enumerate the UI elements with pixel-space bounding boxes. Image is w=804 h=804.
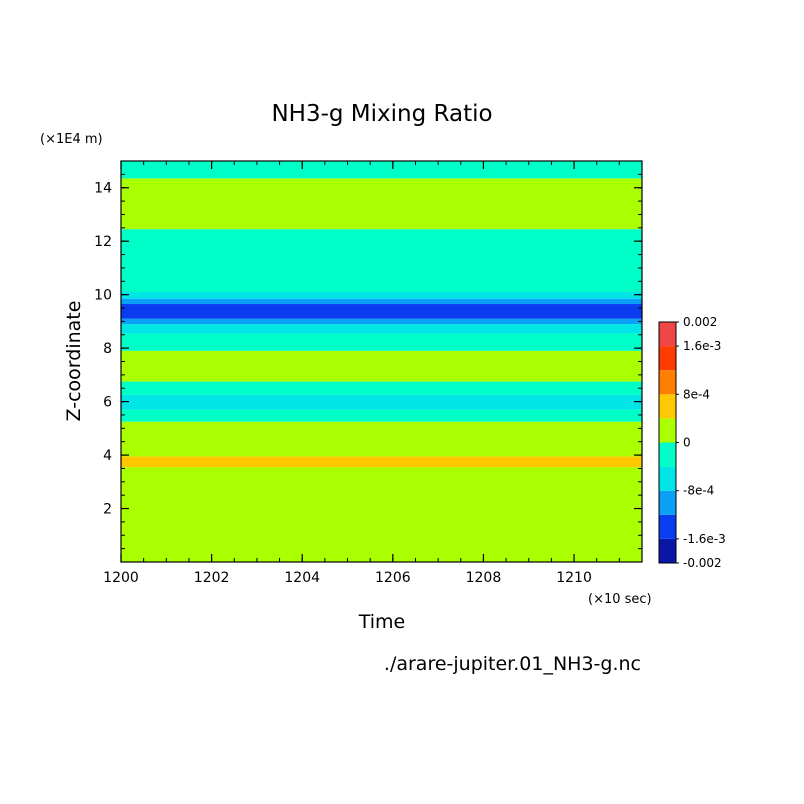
colorbar-swatch [659,322,676,347]
colorbar-label: -8e-4 [683,484,714,498]
colorbar-label: 8e-4 [683,387,710,401]
heatmap-band [121,333,642,351]
x-unit-note: (×10 sec) [588,592,652,607]
y-tick-label: 14 [94,181,112,197]
heatmap-band [121,467,642,562]
x-axis-label: Time [358,611,406,633]
axes: 1200 1202 1204 1206 1208 1210 2 4 6 8 10 12 14 [94,160,643,586]
x-tick-label: 1204 [284,570,320,586]
y-tick-label: 10 [94,288,112,304]
y-tick-label: 12 [94,234,112,250]
x-tick-label: 1210 [556,570,592,586]
x-tick-label: 1208 [466,570,502,586]
colorbar-swatch [659,442,676,467]
heatmap-band [121,421,642,457]
y-tick-label: 4 [103,448,112,464]
heatmap-band [121,318,642,325]
colorbar-label: 1.6e-3 [683,339,721,353]
heatmap-bands [121,161,642,562]
colorbar-swatch [659,514,676,539]
heatmap-band [121,394,642,410]
colorbar: 0.002 1.6e-3 8e-4 0 -8e-4 -1.6e-3 -0.002 [658,315,726,570]
x-tick-label: 1202 [194,570,230,586]
colorbar-swatch [659,394,676,419]
colorbar-swatch [659,466,676,491]
heatmap-band [121,324,642,334]
colorbar-label: 0 [683,436,691,450]
colorbar-label: 0.002 [683,315,717,329]
colorbar-swatch [659,490,676,515]
heatmap-band [121,456,642,468]
colorbar-label: -1.6e-3 [683,532,726,546]
y-axis-label: Z-coordinate [63,301,85,422]
y-tick-label: 8 [103,341,112,357]
heatmap-band [121,178,642,230]
heatmap-band [121,229,642,292]
heatmap-band [121,161,642,179]
x-tick-label: 1206 [375,570,411,586]
heatmap-band [121,350,642,382]
chart-title: NH3-g Mixing Ratio [271,101,492,127]
y-unit-note: (×1E4 m) [40,132,103,147]
x-tick-label: 1200 [103,570,139,586]
heatmap-band [121,298,642,305]
y-tick-label: 6 [103,395,112,411]
heatmap-band [121,381,642,395]
heatmap-band [121,304,642,319]
colorbar-swatch [659,538,676,563]
y-tick-label: 2 [103,502,112,518]
colorbar-swatch [659,370,676,395]
colorbar-swatch [659,418,676,443]
heatmap-band [121,291,642,299]
heatmap-band [121,409,642,422]
colorbar-label: -0.002 [683,556,722,570]
colorbar-swatch [659,346,676,371]
footer-filename: ./arare-jupiter.01_NH3-g.nc [384,653,641,675]
